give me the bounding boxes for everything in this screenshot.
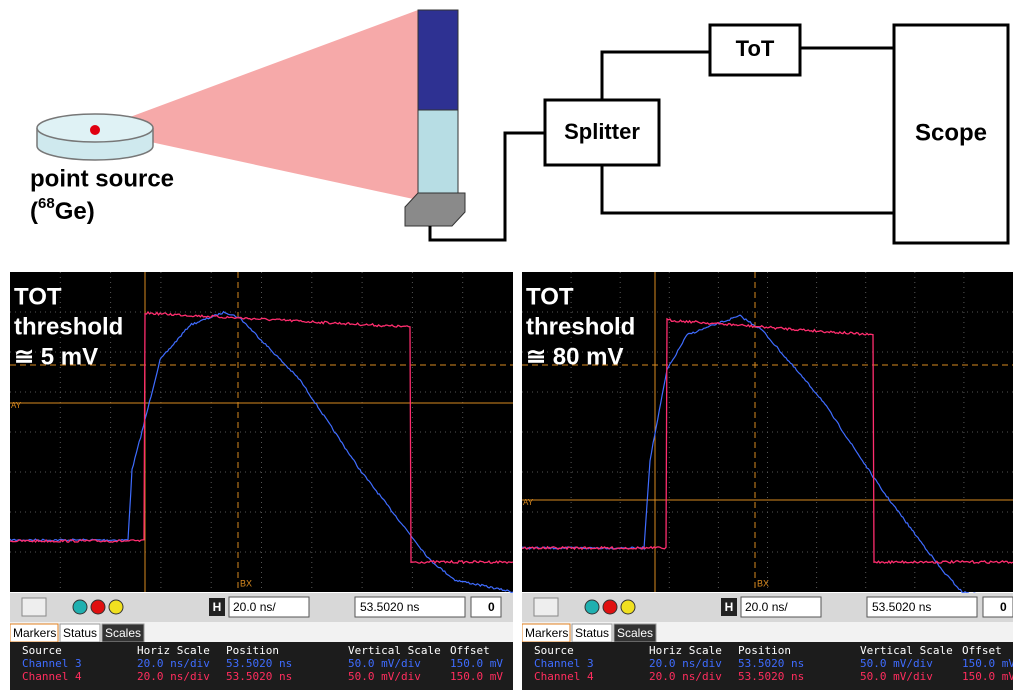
table-cell: Channel 3 [534, 657, 594, 670]
table-cell: Channel 4 [22, 670, 82, 683]
table-cell: 53.5020 ns [738, 657, 804, 670]
scope-panel: AY BX TOT threshold ≅ 5 mV H 20.0 ns/53.5020 n… [10, 272, 513, 690]
oscilloscope: AY BX TOT threshold ≅ 80 mV H 20.0 ns/53.5020 … [522, 272, 1013, 690]
channel-value: 0 [488, 600, 495, 614]
scintillator [418, 10, 458, 110]
table-cell: 20.0 ns/div [649, 657, 722, 670]
table-cell: 20.0 ns/div [137, 670, 210, 683]
h-icon-text: H [213, 600, 222, 614]
channel-field [983, 597, 1013, 617]
table-cell: 150.0 mV [450, 657, 503, 670]
overlay-text: TOT [14, 283, 62, 310]
tab-label: Markers [13, 626, 56, 640]
table-header: Source [534, 644, 574, 657]
table-header: Horiz Scale [649, 644, 722, 657]
detector-base [405, 193, 465, 226]
spin-button [22, 598, 46, 616]
table-cell: 50.0 mV/div [348, 657, 421, 670]
position-value: 53.5020 ns [360, 600, 419, 614]
table-cell: 50.0 mV/div [348, 670, 421, 683]
overlay-text: threshold [526, 313, 635, 340]
tab-label: Status [575, 626, 609, 640]
table-cell: Channel 4 [534, 670, 594, 683]
overlay-text: ≅ 5 mV [14, 343, 98, 370]
box-label: ToT [736, 36, 775, 61]
h-icon-text: H [725, 600, 734, 614]
position-value: 53.5020 ns [872, 600, 931, 614]
overlay-text: threshold [14, 313, 123, 340]
table-cell: 50.0 mV/div [860, 670, 933, 683]
table-header: Position [738, 644, 791, 657]
isotope-label: (68Ge) [30, 195, 95, 225]
scope-panel: AY BX TOT threshold ≅ 80 mV H 20.0 ns/53.5020 … [522, 272, 1013, 690]
table-cell: 20.0 ns/div [649, 670, 722, 683]
table-header: Horiz Scale [137, 644, 210, 657]
table-cell: 150.0 mV [962, 657, 1013, 670]
setup-diagram: Splitter ToT Scope point source (68Ge) [30, 10, 1008, 243]
box-label: Scope [915, 119, 987, 146]
photodetector [418, 110, 458, 200]
channel-button [585, 600, 599, 614]
tab-label: Scales [105, 626, 141, 640]
table-cell: 53.5020 ns [226, 670, 292, 683]
spin-button [534, 598, 558, 616]
table-cell: 150.0 mV [962, 670, 1013, 683]
point-source [90, 125, 100, 135]
channel-value: 0 [1000, 600, 1007, 614]
table-header: Position [226, 644, 279, 657]
scale-value: 20.0 ns/ [745, 600, 788, 614]
table-header: Vertical Scale [860, 644, 953, 657]
channel-button [603, 600, 617, 614]
channel-field [471, 597, 501, 617]
channel-button [73, 600, 87, 614]
cursor-label: BX [240, 578, 252, 588]
cursor-label: BX [757, 578, 769, 588]
oscilloscope: AY BX TOT threshold ≅ 5 mV H 20.0 ns/53.5020 n… [10, 272, 513, 690]
channel-button [109, 600, 123, 614]
table-cell: 150.0 mV [450, 670, 503, 683]
source-label: point source [30, 165, 174, 192]
table-header: Offset [450, 644, 490, 657]
table-cell: Channel 3 [22, 657, 82, 670]
figure: Splitter ToT Scope point source (68Ge) A… [0, 0, 1013, 690]
table-header: Offset [962, 644, 1002, 657]
tab-label: Status [63, 626, 97, 640]
isotope-mass: 68 [38, 195, 55, 212]
table-cell: 53.5020 ns [226, 657, 292, 670]
isotope-open: ( [30, 198, 38, 225]
tab-label: Scales [617, 626, 653, 640]
channel-button [621, 600, 635, 614]
cursor-label: AY [523, 498, 534, 507]
overlay-text: ≅ 80 mV [526, 343, 624, 370]
overlay-text: TOT [526, 283, 574, 310]
table-cell: 20.0 ns/div [137, 657, 210, 670]
scale-value: 20.0 ns/ [233, 600, 276, 614]
table-header: Vertical Scale [348, 644, 441, 657]
table-cell: 53.5020 ns [738, 670, 804, 683]
cursor-label: AY [11, 401, 22, 410]
box-label: Splitter [564, 119, 640, 144]
table-cell: 50.0 mV/div [860, 657, 933, 670]
isotope-element: Ge) [55, 198, 95, 225]
table-header: Source [22, 644, 62, 657]
tab-label: Markers [525, 626, 568, 640]
channel-button [91, 600, 105, 614]
